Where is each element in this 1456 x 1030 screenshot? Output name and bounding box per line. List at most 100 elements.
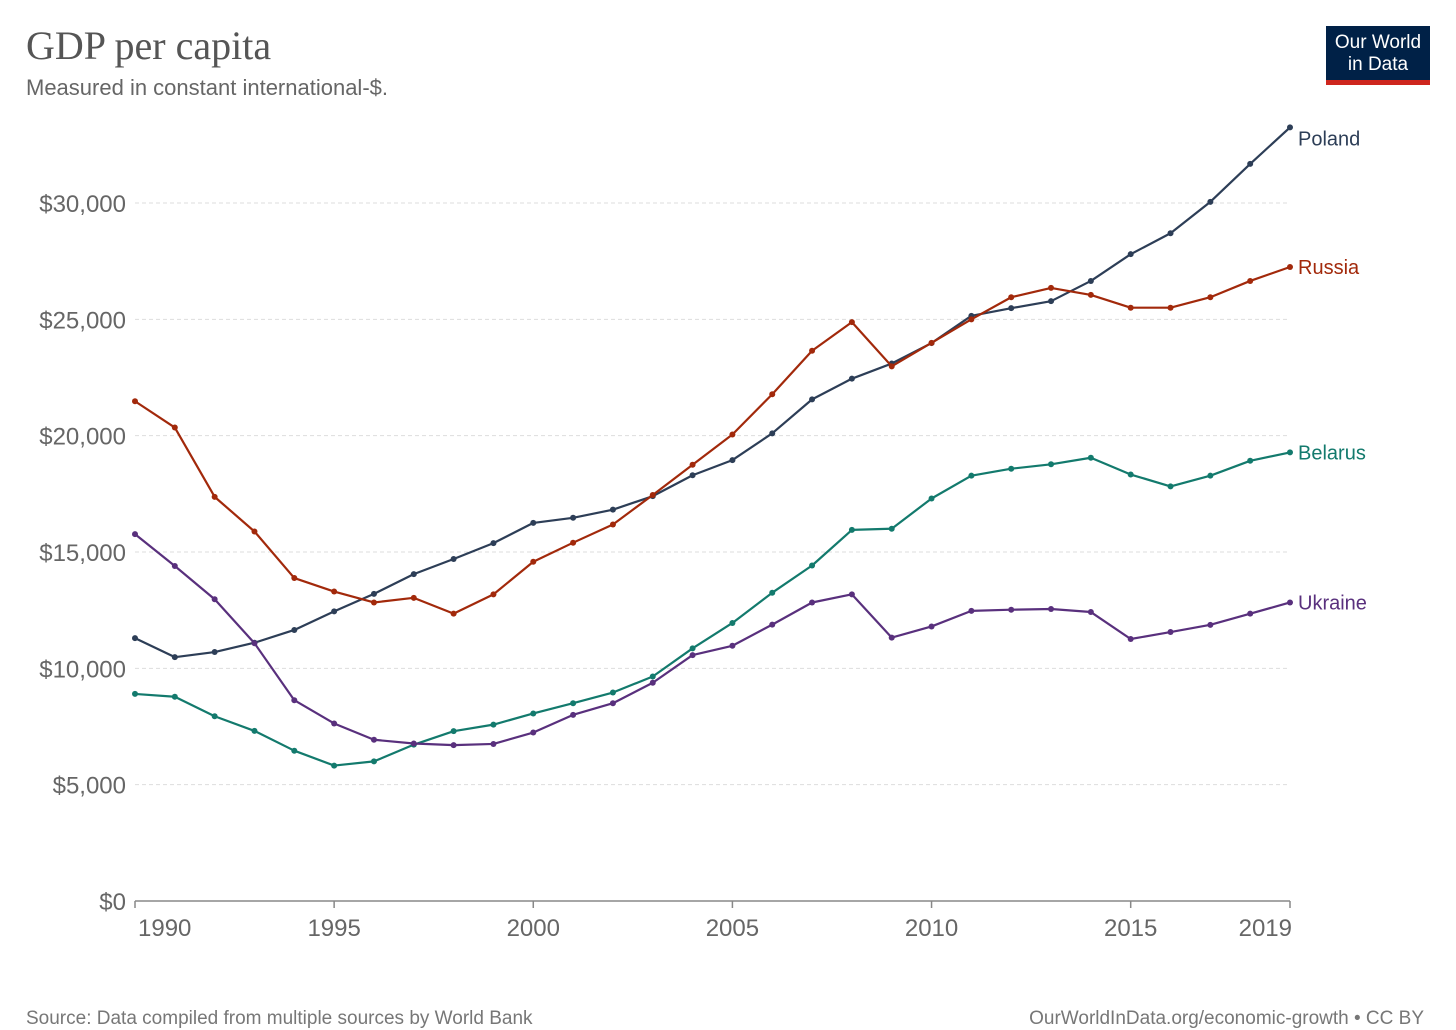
data-point-poland — [689, 472, 696, 479]
data-point-russia — [888, 363, 895, 370]
data-point-belarus — [928, 495, 935, 502]
series-labels: Poland Russia Belarus Ukraine — [1298, 128, 1367, 614]
data-point-belarus — [1167, 483, 1174, 490]
series-label-poland: Poland — [1298, 128, 1360, 150]
data-point-ukraine — [370, 736, 377, 743]
data-point-belarus — [689, 645, 696, 652]
data-point-belarus — [1247, 457, 1254, 464]
data-point-poland — [490, 540, 497, 547]
series-lines — [132, 124, 1293, 769]
logo-line-2: in Data — [1347, 54, 1409, 75]
data-point-belarus — [211, 713, 218, 720]
data-point-ukraine — [171, 562, 178, 569]
x-tick-label: 1990 — [138, 915, 191, 942]
data-point-ukraine — [1287, 599, 1293, 606]
x-tick-label: 1995 — [307, 915, 360, 942]
data-point-poland — [809, 396, 816, 403]
x-tick-label: 2019 — [1239, 915, 1292, 942]
data-point-russia — [450, 610, 457, 617]
data-point-ukraine — [729, 642, 736, 649]
data-point-ukraine — [450, 742, 457, 749]
x-tick-label: 2015 — [1104, 915, 1157, 942]
data-point-ukraine — [1127, 636, 1134, 643]
data-point-belarus — [609, 689, 616, 696]
axes: $0 $5,000 $10,000 $15,000 $20,000 $25,000 $30,… — [39, 191, 1292, 942]
data-point-ukraine — [928, 623, 935, 630]
data-point-russia — [1287, 263, 1293, 270]
data-point-poland — [1048, 298, 1055, 305]
data-point-ukraine — [1207, 621, 1214, 628]
data-point-belarus — [1127, 471, 1134, 478]
data-point-belarus — [888, 525, 895, 532]
x-tick-label: 2000 — [507, 915, 560, 942]
data-point-ukraine — [968, 607, 975, 614]
logo-line-1: Our World — [1334, 32, 1422, 53]
series-line-poland — [134, 126, 1291, 659]
series-label-belarus: Belarus — [1298, 442, 1366, 464]
data-point-belarus — [370, 758, 377, 765]
data-point-ukraine — [848, 591, 855, 598]
data-point-russia — [410, 594, 417, 601]
data-point-poland — [370, 590, 377, 597]
data-point-ukraine — [1167, 629, 1174, 636]
data-point-belarus — [649, 673, 656, 680]
data-point-belarus — [769, 589, 776, 596]
data-point-belarus — [530, 710, 537, 717]
data-point-belarus — [729, 619, 736, 626]
y-tick-label: $20,000 — [39, 424, 126, 451]
data-point-belarus — [1287, 449, 1293, 456]
data-point-poland — [410, 571, 417, 578]
data-point-poland — [1167, 230, 1174, 237]
y-tick-label: $15,000 — [39, 540, 126, 567]
credit-link[interactable]: OurWorldInData.org/economic-growth • CC … — [1029, 1008, 1424, 1029]
data-point-russia — [649, 491, 656, 498]
series-line-russia — [134, 265, 1291, 615]
series-label-ukraine: Ukraine — [1298, 592, 1367, 614]
y-tick-label: $10,000 — [39, 656, 126, 683]
data-point-russia — [132, 398, 138, 405]
data-point-ukraine — [410, 740, 417, 747]
data-point-russia — [171, 424, 178, 431]
data-point-ukraine — [689, 652, 696, 659]
data-point-poland — [848, 375, 855, 382]
data-point-poland — [1008, 305, 1015, 312]
data-point-belarus — [809, 562, 816, 569]
data-point-russia — [968, 316, 975, 323]
data-point-ukraine — [570, 711, 577, 718]
series-line-belarus — [134, 451, 1291, 767]
data-point-poland — [211, 649, 218, 656]
data-point-ukraine — [291, 697, 298, 704]
data-point-belarus — [570, 700, 577, 707]
data-point-ukraine — [609, 700, 616, 707]
data-point-russia — [570, 539, 577, 546]
data-point-ukraine — [251, 640, 258, 647]
data-point-poland — [171, 654, 178, 661]
data-point-russia — [809, 347, 816, 354]
y-tick-label: $5,000 — [53, 773, 126, 800]
data-point-poland — [1087, 277, 1094, 284]
owid-logo[interactable]: Our World in Data — [1326, 26, 1430, 85]
data-point-poland — [1127, 251, 1134, 258]
data-point-russia — [211, 493, 218, 500]
data-point-russia — [1127, 304, 1134, 311]
data-point-ukraine — [888, 634, 895, 641]
data-point-russia — [490, 591, 497, 598]
data-point-russia — [530, 558, 537, 565]
data-point-belarus — [848, 526, 855, 533]
data-point-ukraine — [331, 720, 338, 727]
data-point-belarus — [1207, 472, 1214, 479]
y-tick-label: $0 — [99, 889, 126, 916]
data-point-poland — [1287, 124, 1293, 131]
data-point-belarus — [171, 693, 178, 700]
data-point-poland — [769, 430, 776, 437]
data-point-ukraine — [490, 740, 497, 747]
data-point-poland — [609, 506, 616, 513]
data-point-poland — [530, 519, 537, 526]
data-point-belarus — [1048, 461, 1055, 468]
source-note: Source: Data compiled from multiple sour… — [26, 1008, 533, 1029]
data-point-russia — [291, 575, 298, 582]
data-point-ukraine — [649, 679, 656, 686]
data-point-russia — [769, 391, 776, 398]
data-point-russia — [331, 588, 338, 595]
data-point-russia — [848, 319, 855, 326]
